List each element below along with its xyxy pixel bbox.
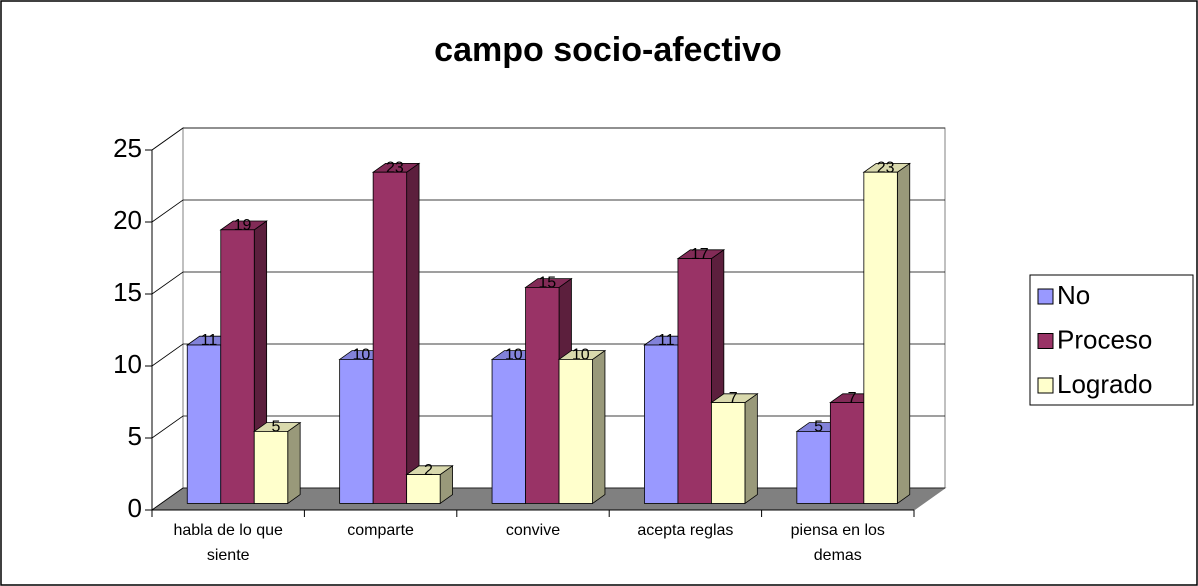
bar-front	[525, 286, 560, 504]
bar	[219, 220, 268, 505]
data-label: 19	[234, 217, 252, 234]
data-label: 23	[877, 159, 895, 176]
x-tick-label-line: piensa en los	[791, 522, 885, 539]
legend-swatch	[1037, 333, 1054, 349]
bar	[862, 162, 912, 505]
legend-swatch	[1037, 288, 1054, 305]
bar-front	[372, 171, 408, 504]
x-tick-label-line: demas	[814, 547, 862, 564]
bar-side	[744, 393, 758, 505]
data-label: 5	[814, 419, 823, 436]
bar-front	[829, 402, 865, 504]
bar-front	[186, 344, 222, 504]
bar-side	[592, 349, 606, 505]
y-tick-label: 5	[128, 421, 142, 451]
x-tick-label-line: siente	[207, 547, 250, 564]
x-tick-label-line: comparte	[347, 522, 414, 539]
bar-front	[406, 474, 441, 504]
bar-front	[796, 430, 831, 504]
bar-front	[253, 430, 289, 504]
bar-front	[220, 229, 255, 504]
data-label: 17	[691, 246, 709, 263]
x-tick-label: habla de lo que siente	[173, 522, 283, 564]
bar	[371, 162, 421, 505]
x-tick-label: acepta reglas	[637, 522, 733, 539]
legend-box	[1029, 274, 1194, 406]
bar-front	[491, 358, 526, 504]
data-label: 10	[353, 347, 371, 364]
bar-front	[558, 358, 593, 504]
data-label: 23	[386, 159, 404, 176]
bar-side	[896, 162, 911, 505]
data-label: 11	[658, 332, 675, 349]
x-tick-label: piensa en los demas	[791, 522, 885, 564]
grid-line	[151, 199, 945, 223]
bar-front	[339, 358, 374, 504]
y-tick-label: 20	[113, 205, 142, 235]
data-label: 15	[538, 275, 556, 292]
bar	[405, 465, 454, 505]
bar-front	[677, 258, 712, 504]
x-tick-label-line: convive	[506, 522, 560, 539]
y-tick-label: 10	[113, 349, 142, 379]
data-label: 7	[729, 390, 738, 407]
bar	[252, 421, 302, 505]
bar-front	[644, 344, 679, 504]
bar-front	[863, 171, 898, 504]
legend-swatch	[1037, 377, 1054, 394]
bar	[710, 393, 759, 505]
legend-label: No	[1057, 280, 1090, 310]
data-label: 7	[848, 390, 857, 407]
x-tick-label: convive	[506, 522, 560, 539]
side-wall	[151, 127, 184, 511]
x-tick-label: comparte	[347, 522, 414, 539]
data-label: 10	[505, 347, 523, 364]
data-label: 2	[424, 462, 433, 479]
chart-title: campo socio-afectivo	[434, 31, 782, 69]
y-tick-label: 0	[128, 493, 142, 523]
data-label: 10	[572, 347, 590, 364]
x-tick-label-line: acepta reglas	[637, 522, 733, 539]
grid-line	[151, 127, 945, 151]
legend-label: Proceso	[1057, 324, 1152, 354]
bar-side	[406, 162, 420, 505]
bar-front	[711, 402, 746, 504]
bar-side	[287, 421, 301, 505]
legend-label: Logrado	[1057, 369, 1152, 399]
y-tick-label: 25	[113, 133, 142, 163]
y-tick-label: 15	[113, 277, 142, 307]
x-tick-label-line: habla de lo que	[173, 522, 283, 539]
data-label: 5	[272, 419, 281, 436]
bar	[557, 349, 607, 505]
data-label: 11	[201, 332, 218, 349]
